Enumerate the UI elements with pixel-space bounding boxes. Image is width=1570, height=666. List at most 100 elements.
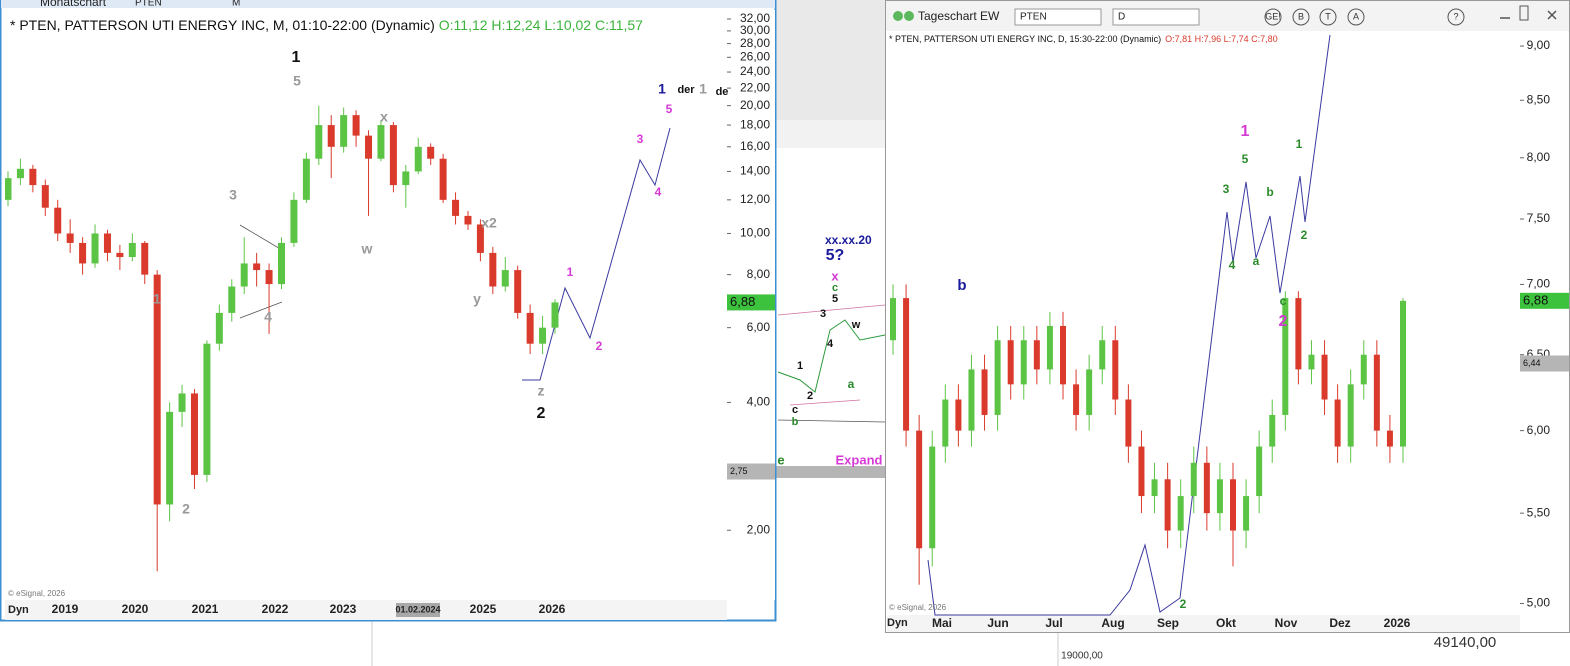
- y-tick-label: 2,00: [747, 522, 771, 536]
- candle-body: [1243, 496, 1250, 531]
- symbol-field: PTEN: [135, 0, 162, 9]
- toolbar-icon[interactable]: [1319, 8, 1337, 26]
- ohlc-values: O:11,12 H:12,24 L:10,02 C:11,57: [439, 17, 643, 33]
- wave-label: 3: [637, 132, 644, 146]
- candle-body: [1347, 384, 1354, 447]
- wave-label: 2: [596, 339, 603, 353]
- candle-body: [79, 242, 87, 264]
- x-tick-label: Jul: [1045, 616, 1062, 630]
- y-tick-label: 28,00: [740, 36, 770, 50]
- candle-body: [153, 274, 161, 505]
- x-tick-label: Okt: [1216, 616, 1236, 630]
- candle-body: [327, 125, 335, 147]
- window-control[interactable]: [1519, 5, 1529, 21]
- candle-body: [389, 125, 397, 186]
- y-tick-label: 8,00: [1527, 150, 1551, 164]
- title-text: * PTEN, PATTERSON UTI ENERGY INC, M, 01:…: [10, 17, 435, 33]
- wave-label: x: [380, 109, 388, 125]
- y-tick-label: 10,00: [740, 226, 770, 240]
- candle-body: [1373, 354, 1380, 431]
- trend-line: [777, 304, 886, 316]
- interval-box[interactable]: [1112, 8, 1200, 26]
- y-tick-label: 20,00: [740, 98, 770, 112]
- wave-label: b: [957, 277, 966, 294]
- wave-label: a: [848, 377, 855, 391]
- wave-label: der: [677, 84, 695, 96]
- candle-body: [1151, 479, 1158, 497]
- trend-line: [777, 419, 886, 423]
- toolbar-icon[interactable]: [1264, 8, 1282, 26]
- copyright: © eSignal, 2026: [8, 589, 66, 598]
- x-tick-label: 2022: [262, 602, 289, 616]
- symbol-box[interactable]: [1014, 8, 1102, 26]
- toolbar-icon-label: T: [1325, 11, 1331, 21]
- price-badge: [1520, 355, 1569, 372]
- wave-label: c: [832, 282, 838, 294]
- x-tick-label: 01.02.2024: [395, 604, 440, 614]
- y-tick-label: 7,50: [1527, 211, 1551, 225]
- candle-body: [1203, 462, 1210, 514]
- projection-line: [927, 34, 1331, 616]
- candle-body: [439, 158, 447, 200]
- symbol-field: PTEN: [1020, 12, 1047, 23]
- toolbar-icon[interactable]: [1447, 8, 1465, 26]
- wave-label: 5: [293, 73, 301, 89]
- x-tick-label: Mai: [932, 616, 952, 630]
- time-axis: [5, 600, 727, 620]
- wave-label: e: [777, 452, 784, 467]
- wave-label: 3: [1223, 182, 1230, 196]
- wave-label: x: [831, 268, 839, 283]
- y-tick-label: 30,00: [740, 23, 770, 37]
- candle-body: [1282, 298, 1289, 415]
- wave-label: 2: [1301, 228, 1308, 242]
- window-icon: [893, 11, 903, 21]
- trend-line: [239, 301, 283, 319]
- window-title: Tageschart EW: [918, 9, 1000, 23]
- wave-label: 1: [567, 265, 574, 279]
- title-bar: [886, 1, 1569, 31]
- candle-body: [414, 146, 422, 172]
- candle-body: [501, 270, 509, 287]
- candle-body: [278, 242, 285, 285]
- daily-window: [885, 0, 1570, 633]
- title-bar: [1, 0, 775, 8]
- candle-body: [1164, 479, 1171, 531]
- price-badge: [727, 463, 775, 480]
- x-tick-label: Jun: [987, 616, 1008, 630]
- wave-label: w: [851, 319, 861, 331]
- wave-label: a: [1253, 254, 1260, 268]
- wave-label: 4: [1229, 258, 1236, 272]
- candle-body: [1125, 399, 1132, 447]
- y-tick-label: 18,00: [740, 117, 770, 131]
- price-badge-label: 6,44: [1523, 358, 1541, 368]
- chart-title: * PTEN, PATTERSON UTI ENERGY INC, D, 15:…: [889, 34, 1278, 44]
- wave-label: Expand: [836, 452, 883, 467]
- y-tick-label: 5,50: [1527, 505, 1551, 519]
- candle-body: [1256, 446, 1263, 497]
- wave-label: 2: [182, 501, 190, 517]
- candle-body: [91, 233, 99, 264]
- wave-label: c: [1280, 294, 1287, 308]
- candle-body: [203, 343, 211, 475]
- background-price-badge: [775, 466, 885, 478]
- candle-body: [377, 125, 385, 159]
- candle-body: [526, 312, 534, 344]
- wave-label: 5?: [826, 247, 845, 264]
- candle-body: [1073, 384, 1080, 415]
- candle-body: [1046, 325, 1053, 370]
- toolbar-icon-label: A: [1353, 11, 1359, 21]
- close-button[interactable]: [1547, 10, 1557, 20]
- x-tick-label: Aug: [1101, 616, 1124, 630]
- candle-body: [1386, 430, 1393, 447]
- toolbar-icon[interactable]: [1347, 8, 1365, 26]
- copyright: © eSignal, 2026: [889, 603, 947, 612]
- price-badge: [727, 294, 775, 311]
- x-tick-label: 2025: [470, 602, 497, 616]
- price-axis: [1520, 45, 1569, 615]
- wave-label: x2: [481, 215, 497, 231]
- candle-body: [489, 252, 497, 287]
- title-text: * PTEN, PATTERSON UTI ENERGY INC, D, 15:…: [889, 34, 1161, 44]
- toolbar-icon[interactable]: [1292, 8, 1310, 26]
